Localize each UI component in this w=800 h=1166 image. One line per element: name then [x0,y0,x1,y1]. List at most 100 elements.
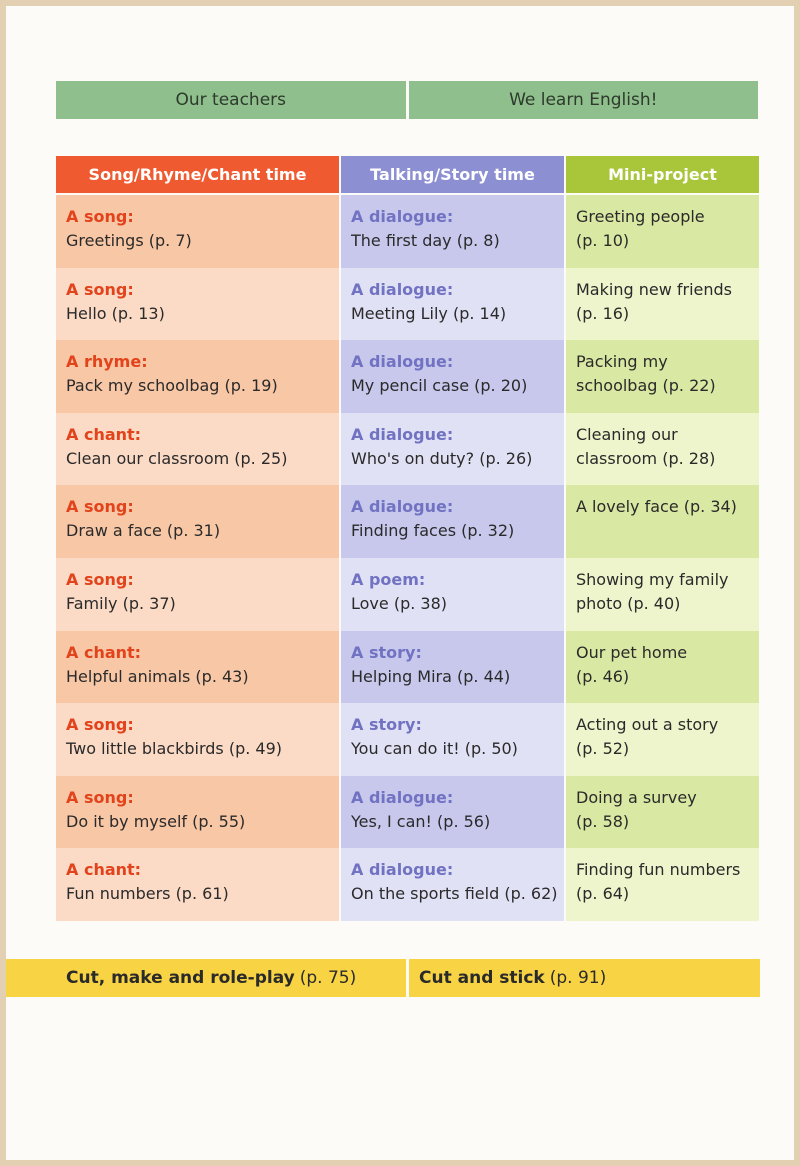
project-line-2: (p. 10) [576,231,630,250]
project-line-1: Making new friends [576,279,732,299]
song-cell: A song: Do it by myself (p. 55) [56,775,339,849]
project-line-1: Showing my family [576,569,729,589]
project-line-2: (p. 64) [576,884,630,904]
project-cell: Packing my schoolbag (p. 22) [566,340,759,413]
project-cell: A lovely face (p. 34) [566,485,759,558]
header-song-rhyme-chant: Song/Rhyme/Chant time [56,156,339,193]
table-row: A chant: Fun numbers (p. 61) A dialogue: On… [56,848,759,921]
song-type-label: A chant: [66,424,142,444]
extras-left-title: Cut, make and role-play [66,968,295,988]
story-title: Love (p. 38) [351,593,447,613]
extras-bar: Cut, make and role-play (p. 75) Cut and … [6,959,760,997]
project-line-1: Doing a survey [576,787,697,807]
song-title: Fun numbers (p. 61) [66,884,229,904]
song-title: Clean our classroom (p. 25) [66,448,288,468]
song-cell: A song: Two little blackbirds (p. 49) [56,703,339,776]
song-cell: A chant: Helpful animals (p. 43) [56,630,339,704]
story-type-label: A poem: [351,569,426,589]
song-cell: A song: Hello (p. 13) [56,267,339,341]
unit-title-right: We learn English! [408,81,758,119]
project-line-2: (p. 58) [576,811,630,831]
extras-right-title: Cut and stick [419,968,545,988]
project-cell: Finding fun numbers (p. 64) [566,848,759,921]
project-cell: Acting out a story (p. 52) [566,703,759,776]
song-cell: A song: Family (p. 37) [56,557,339,631]
story-title: On the sports field (p. 62) [351,884,558,904]
story-cell: A poem: Love (p. 38) [341,557,564,631]
table-row: A song: Family (p. 37) A poem: Love (p. 38)… [56,557,759,631]
project-line-2: photo (p. 40) [576,593,681,613]
extras-right-page: (p. 91) [549,968,607,988]
story-cell: A dialogue: The first day (p. 8) [341,195,564,268]
song-type-label: A song: [66,279,134,299]
story-title: My pencil case (p. 20) [351,376,528,396]
project-line-2: (p. 46) [576,666,630,686]
project-line-2: schoolbag (p. 22) [576,376,716,396]
project-line-1: Acting out a story [576,715,719,735]
contents-table: Song/Rhyme/Chant time Talking/Story time… [56,156,759,921]
extras-cut-and-stick: Cut and stick (p. 91) [409,959,760,997]
song-title: Pack my schoolbag (p. 19) [66,376,278,396]
story-cell: A story: Helping Mira (p. 44) [341,630,564,704]
table-row: A song: Two little blackbirds (p. 49) A st… [56,703,759,776]
project-line-1: Finding fun numbers [576,860,741,880]
extras-cut-make-role-play: Cut, make and role-play (p. 75) [6,959,406,997]
table-header: Song/Rhyme/Chant time Talking/Story time… [56,156,759,193]
story-type-label: A dialogue: [351,860,454,880]
project-line-1: Cleaning our [576,424,678,444]
song-cell: A chant: Clean our classroom (p. 25) [56,412,339,486]
story-title: The first day (p. 8) [351,231,500,250]
table-row: A song: Hello (p. 13) A dialogue: Meeting L… [56,267,759,341]
table-row: A rhyme: Pack my schoolbag (p. 19) A dialo… [56,340,759,413]
song-title: Greetings (p. 7) [66,231,192,250]
song-title: Family (p. 37) [66,593,176,613]
song-cell: A song: Greetings (p. 7) [56,195,339,268]
story-cell: A dialogue: On the sports field (p. 62) [341,848,564,921]
song-cell: A chant: Fun numbers (p. 61) [56,848,339,921]
song-type-label: A song: [66,787,134,807]
story-cell: A dialogue: Meeting Lily (p. 14) [341,267,564,341]
song-title: Do it by myself (p. 55) [66,811,246,831]
song-type-label: A song: [66,207,134,226]
song-type-label: A chant: [66,860,142,880]
song-title: Hello (p. 13) [66,303,165,323]
table-row: A song: Do it by myself (p. 55) A dialogue… [56,775,759,849]
project-cell: Showing my family photo (p. 40) [566,557,759,631]
song-type-label: A chant: [66,642,142,662]
table-row: A chant: Clean our classroom (p. 25) A dia… [56,412,759,486]
story-type-label: A dialogue: [351,279,454,299]
project-line-1: Greeting people [576,207,705,226]
story-cell: A dialogue: Finding faces (p. 32) [341,485,564,558]
project-cell: Our pet home (p. 46) [566,630,759,704]
project-line-2: classroom (p. 28) [576,448,716,468]
story-title: Helping Mira (p. 44) [351,666,511,686]
table-row: A song: Greetings (p. 7) A dialogue: The fi… [56,195,759,268]
project-line-1: A lovely face (p. 34) [576,497,737,517]
song-title: Two little blackbirds (p. 49) [66,739,283,759]
song-cell: A rhyme: Pack my schoolbag (p. 19) [56,340,339,413]
song-type-label: A song: [66,715,134,735]
song-type-label: A song: [66,569,134,589]
table-row: A chant: Helpful animals (p. 43) A story: H… [56,630,759,704]
page: Our teachers We learn English! Song/Rhym… [6,6,794,1160]
project-cell: Making new friends (p. 16) [566,267,759,341]
story-type-label: A dialogue: [351,787,454,807]
story-type-label: A story: [351,642,422,662]
song-title: Helpful animals (p. 43) [66,666,249,686]
project-line-1: Packing my [576,352,668,372]
project-line-2: (p. 16) [576,303,630,323]
story-cell: A dialogue: My pencil case (p. 20) [341,340,564,413]
table-row: A song: Draw a face (p. 31) A dialogue: Fin… [56,485,759,558]
table-body: A song: Greetings (p. 7) A dialogue: The fi… [56,195,759,921]
story-title: Finding faces (p. 32) [351,521,515,541]
song-type-label: A rhyme: [66,352,148,372]
story-title: You can do it! (p. 50) [351,739,518,759]
project-line-2: (p. 52) [576,739,630,759]
story-title: Meeting Lily (p. 14) [351,303,507,323]
story-type-label: A dialogue: [351,497,454,517]
project-line-1: Our pet home [576,642,688,662]
unit-title-left: Our teachers [56,81,406,119]
header-mini-project: Mini-project [566,156,759,193]
story-type-label: A dialogue: [351,424,454,444]
project-cell: Greeting people (p. 10) [566,195,759,268]
